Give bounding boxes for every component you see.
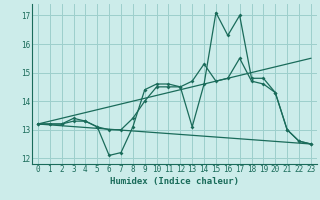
X-axis label: Humidex (Indice chaleur): Humidex (Indice chaleur): [110, 177, 239, 186]
